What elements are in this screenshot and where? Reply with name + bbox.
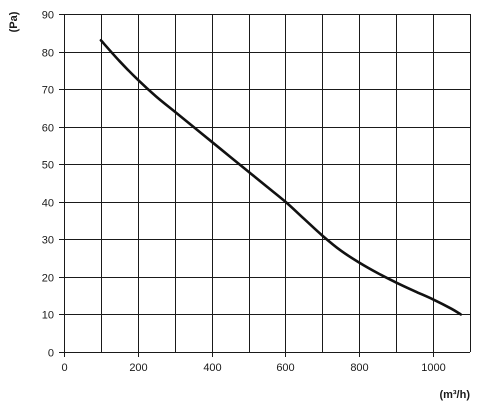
x-tick-label-400: 400 — [203, 362, 221, 374]
axes — [63, 14, 470, 354]
x-tick-label-0: 0 — [61, 362, 67, 374]
series-line-0 — [99, 38, 463, 316]
y-axis-label: (Pa) — [8, 11, 20, 32]
grid — [64, 14, 471, 352]
x-tick-label-200: 200 — [129, 362, 147, 374]
y-tick-label-70: 70 — [42, 85, 54, 97]
y-tick-label-40: 40 — [42, 198, 54, 210]
series — [99, 38, 463, 316]
y-tick-label-10: 10 — [42, 310, 54, 322]
x-tick-label-800: 800 — [350, 362, 368, 374]
y-tick-label-90: 90 — [42, 10, 54, 22]
x-tick-label-600: 600 — [276, 362, 294, 374]
y-tick-label-50: 50 — [42, 160, 54, 172]
x-tick-label-1000: 1000 — [421, 362, 445, 374]
y-tick-label-20: 20 — [42, 273, 54, 285]
ticks: 0 10 20 30 40 50 60 70 80 90 0 200 400 600 800 1000 — [42, 10, 446, 375]
y-tick-label-60: 60 — [42, 123, 54, 135]
y-tick-label-80: 80 — [42, 48, 54, 60]
x-axis-label: (m³/h) — [439, 389, 470, 401]
y-tick-label-30: 30 — [42, 235, 54, 247]
y-tick-label-0: 0 — [48, 348, 54, 360]
